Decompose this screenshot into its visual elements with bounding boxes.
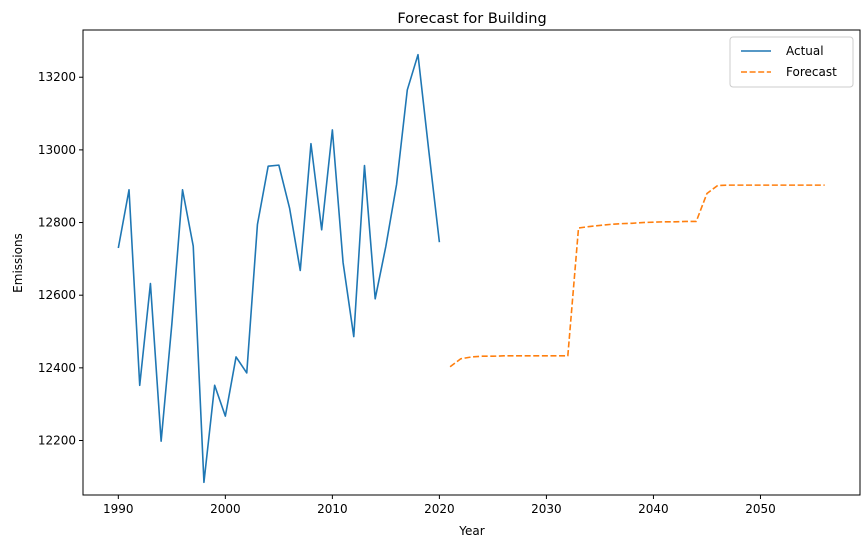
legend: Actual Forecast — [729, 36, 854, 88]
y-axis-label: Emissions — [11, 233, 25, 293]
x-tick-label: 1990 — [103, 502, 134, 516]
y-axis-ticks: 12200 12400 12600 12800 13000 13200 — [38, 70, 83, 448]
x-tick-label: 2030 — [531, 502, 562, 516]
series-line-forecast — [449, 184, 825, 368]
x-axis-ticks: 1990 2000 2010 2020 2030 2040 2050 — [103, 495, 776, 516]
chart-title: Forecast for Building — [397, 11, 546, 27]
x-axis-label: Year — [458, 524, 484, 538]
x-tick-label: 2010 — [317, 502, 348, 516]
y-tick-label: 12200 — [38, 434, 76, 448]
plot-series — [117, 53, 825, 484]
y-tick-label: 13200 — [38, 70, 76, 84]
y-tick-label: 12600 — [38, 288, 76, 302]
x-tick-label: 2050 — [745, 502, 776, 516]
x-tick-label: 2020 — [424, 502, 455, 516]
series-line-actual — [117, 53, 441, 484]
legend-label-forecast: Forecast — [786, 65, 837, 79]
y-tick-label: 12400 — [38, 361, 76, 375]
y-tick-label: 13000 — [38, 143, 76, 157]
plot-frame — [82, 29, 861, 496]
legend-label-actual: Actual — [786, 44, 824, 58]
x-tick-label: 2000 — [210, 502, 241, 516]
y-tick-label: 12800 — [38, 216, 76, 230]
x-tick-label: 2040 — [638, 502, 669, 516]
legend-box — [729, 36, 854, 88]
